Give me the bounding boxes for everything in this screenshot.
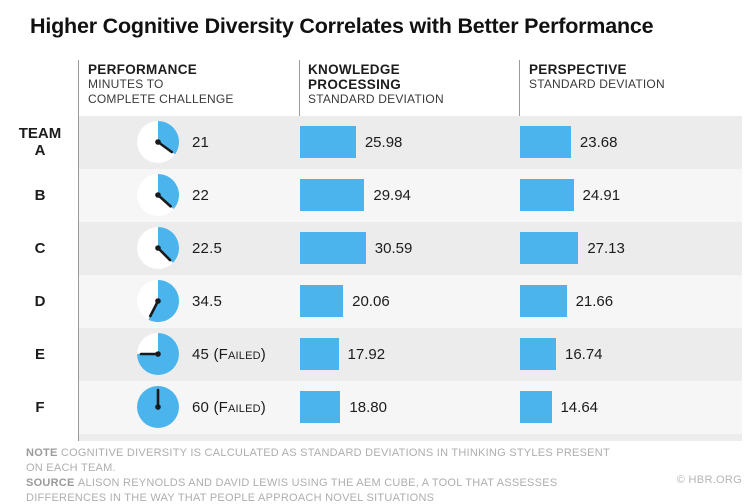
knowledge-value: 20.06 — [352, 293, 390, 310]
row-stripe — [79, 116, 742, 169]
knowledge-value: 30.59 — [374, 240, 413, 257]
performance-clock-icon — [137, 227, 180, 269]
row-stripe — [79, 275, 742, 328]
row-stripe — [79, 222, 742, 275]
source-line: SOURCE ALISON REYNOLDS AND DAVID LEWIS U… — [26, 476, 626, 504]
knowledge-bar — [300, 285, 344, 317]
column-header-performance: PERFORMANCE MINUTES TO COMPLETE CHALLENG… — [88, 62, 234, 107]
row-stripe — [79, 328, 742, 381]
performance-value: 22.5 — [192, 240, 222, 257]
team-label: B — [34, 187, 46, 204]
performance-clock-icon — [137, 333, 179, 375]
team-label: C — [34, 240, 46, 257]
row-stripe — [79, 169, 742, 222]
column-divider-performance — [78, 60, 79, 441]
perspective-bar — [520, 126, 571, 158]
perspective-bar — [520, 232, 579, 264]
knowledge-value: 25.98 — [364, 134, 403, 151]
knowledge-bar — [300, 391, 341, 423]
note-text: COGNITIVE DIVERSITY IS CALCULATED AS STA… — [26, 447, 610, 474]
chart-title: Higher Cognitive Diversity Correlates wi… — [30, 14, 654, 38]
perspective-bar — [520, 391, 552, 423]
row-stripe — [79, 381, 742, 434]
performance-value: 60 (Failed) — [192, 399, 266, 416]
performance-clock-icon — [137, 386, 179, 428]
team-row-f: F 60 (Failed) 18.80 14.64 — [0, 381, 750, 434]
perspective-value: 23.68 — [579, 134, 618, 151]
hbr-credit: © HBR.ORG — [676, 474, 742, 486]
table-bottom-band — [79, 434, 742, 441]
column-header-knowledge: KNOWLEDGE PROCESSING STANDARD DEVIATION — [308, 62, 444, 107]
performance-value: 21 — [192, 134, 210, 151]
knowledge-bar — [300, 338, 339, 370]
knowledge-bar — [300, 179, 365, 211]
perspective-bar — [520, 285, 567, 317]
perspective-bar — [520, 179, 574, 211]
source-label: SOURCE — [26, 477, 75, 489]
performance-value: 45 (Failed) — [192, 346, 266, 363]
team-label: E — [34, 346, 45, 363]
performance-clock-icon — [137, 121, 179, 163]
team-row-b: B 22 29.94 24.91 — [0, 169, 750, 222]
team-label: F — [35, 399, 45, 416]
perspective-bar — [520, 338, 556, 370]
knowledge-header-subtitle: STANDARD DEVIATION — [308, 92, 444, 106]
knowledge-header-title-2: PROCESSING — [308, 77, 402, 92]
team-label: D — [34, 293, 46, 310]
performance-header-title: PERFORMANCE — [88, 62, 198, 77]
team-label: TEAM A — [18, 125, 62, 159]
note-label: NOTE — [26, 447, 58, 459]
performance-clock-icon — [137, 174, 180, 216]
perspective-header-subtitle: STANDARD DEVIATION — [529, 77, 665, 91]
perspective-value: 16.74 — [564, 346, 603, 363]
knowledge-bar — [300, 126, 356, 158]
performance-clock-icon — [137, 280, 180, 322]
source-text: ALISON REYNOLDS AND DAVID LEWIS USING TH… — [26, 477, 558, 504]
knowledge-bar — [300, 232, 366, 264]
team-row-e: E 45 (Failed) 17.92 16.74 — [0, 328, 750, 381]
column-header-perspective: PERSPECTIVE STANDARD DEVIATION — [529, 62, 665, 92]
performance-header-subtitle-1: MINUTES TO — [88, 77, 164, 91]
performance-value: 34.5 — [192, 293, 222, 310]
team-row-d: D 34.5 20.06 21.66 — [0, 275, 750, 328]
note-line: NOTE COGNITIVE DIVERSITY IS CALCULATED A… — [26, 446, 626, 476]
knowledge-value: 18.80 — [349, 399, 387, 416]
knowledge-header-title-1: KNOWLEDGE — [308, 62, 400, 77]
team-row-c: C 22.5 30.59 27.13 — [0, 222, 750, 275]
perspective-value: 21.66 — [575, 293, 614, 310]
knowledge-value: 29.94 — [373, 187, 411, 204]
team-row-a: TEAM A 21 25.98 23.68 — [0, 116, 750, 169]
perspective-value: 27.13 — [587, 240, 625, 257]
perspective-value: 24.91 — [582, 187, 621, 204]
footnote: NOTE COGNITIVE DIVERSITY IS CALCULATED A… — [26, 446, 626, 504]
perspective-header-title: PERSPECTIVE — [529, 62, 627, 77]
perspective-value: 14.64 — [560, 399, 599, 416]
performance-value: 22 — [192, 187, 210, 204]
performance-header-subtitle-2: COMPLETE CHALLENGE — [88, 92, 234, 106]
knowledge-value: 17.92 — [347, 346, 386, 363]
